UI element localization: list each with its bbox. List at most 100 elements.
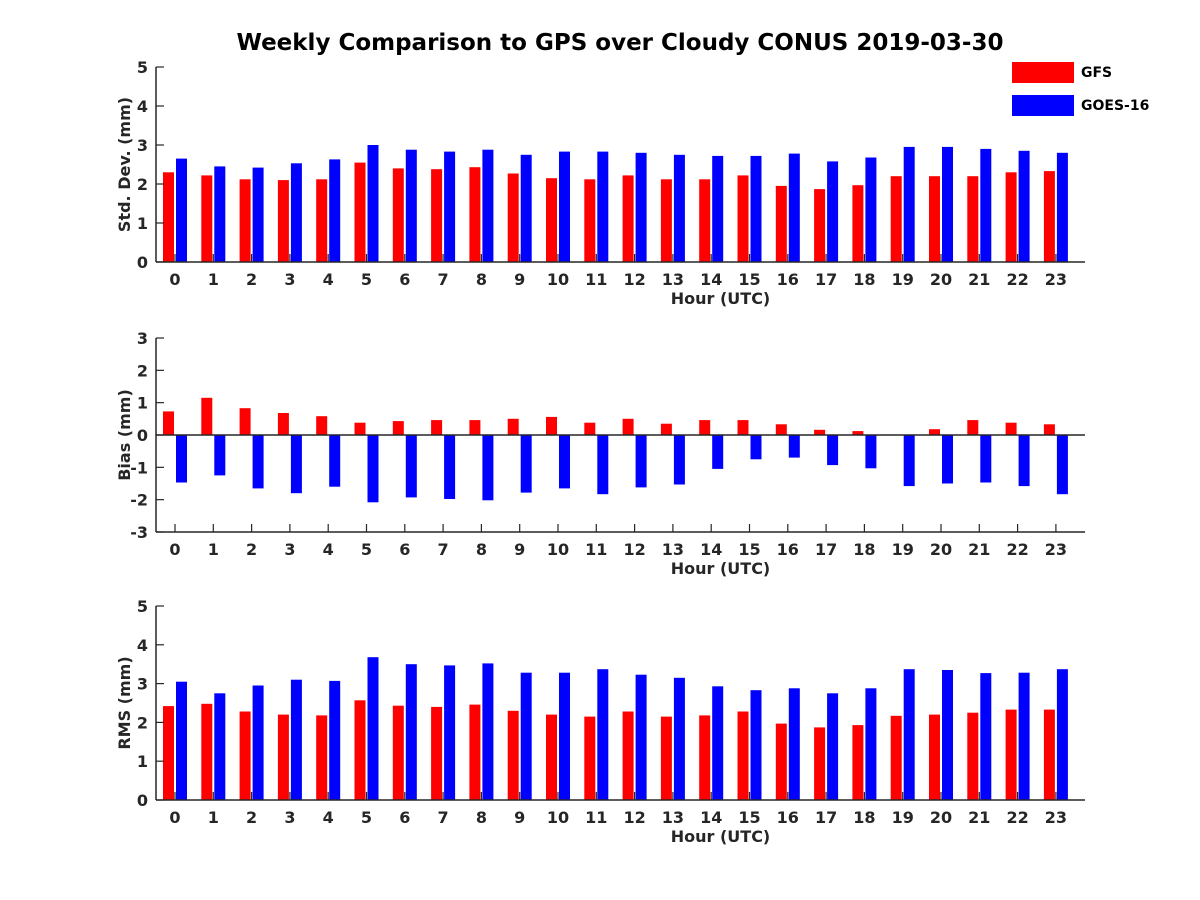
panel1-xtick-label-2: 2 xyxy=(246,270,257,289)
panel2-ytick-label--1: -1 xyxy=(130,458,148,477)
panel1-xtick-label-10: 10 xyxy=(547,270,569,289)
panel3-bar-gfs-3 xyxy=(277,714,289,800)
panel2-bar-goes16-8 xyxy=(482,435,494,501)
panel2-xtick-label-22: 22 xyxy=(1006,540,1028,559)
panel2-bar-gfs-0 xyxy=(163,411,174,435)
panel2-bar-goes16-4 xyxy=(329,435,341,487)
panel1-ytick-label-0: 0 xyxy=(137,253,148,272)
panel1-bar-gfs-9 xyxy=(507,173,519,262)
panel1-bar-goes16-12 xyxy=(635,152,647,262)
panel3-bar-gfs-19 xyxy=(890,715,902,800)
panel2-bar-goes16-23 xyxy=(1056,435,1068,495)
panel3-xtick-label-19: 19 xyxy=(892,808,914,827)
panel3-ylabel: RMS (mm) xyxy=(115,656,134,749)
panel2-bar-goes16-21 xyxy=(980,435,992,483)
legend-swatch-goes16 xyxy=(1012,95,1074,116)
panel1-xtick-label-13: 13 xyxy=(662,270,684,289)
panel2-bar-goes16-9 xyxy=(520,435,532,493)
panel3-bar-goes16-4 xyxy=(329,680,341,800)
panel3-bar-goes16-8 xyxy=(482,663,494,800)
panel3-bar-goes16-16 xyxy=(788,688,800,800)
panel3-bar-gfs-8 xyxy=(469,704,481,800)
panel2-bar-gfs-18 xyxy=(852,431,864,435)
panel3-ytick-label-0: 0 xyxy=(137,791,148,810)
panel3-bar-gfs-0 xyxy=(163,706,174,800)
panel2-bar-goes16-12 xyxy=(635,435,647,488)
panel2-bar-gfs-16 xyxy=(775,424,787,435)
panel2-xlabel: Hour (UTC) xyxy=(671,559,771,578)
panel1-xtick-label-19: 19 xyxy=(892,270,914,289)
panel1-bar-goes16-16 xyxy=(788,153,800,262)
panel3-bar-goes16-7 xyxy=(444,665,456,800)
panel3-bar-gfs-11 xyxy=(584,716,596,800)
panel3-xtick-label-23: 23 xyxy=(1045,808,1067,827)
panel3-bar-goes16-12 xyxy=(635,674,647,800)
panel2-xtick-label-15: 15 xyxy=(738,540,760,559)
panel3-bar-goes16-11 xyxy=(597,669,609,800)
panel1-bar-gfs-1 xyxy=(201,175,213,262)
panel2-bar-goes16-13 xyxy=(673,435,685,485)
panel3-bar-gfs-15 xyxy=(737,711,749,800)
legend-label-gfs: GFS xyxy=(1081,65,1113,81)
panel1-bar-gfs-3 xyxy=(277,180,289,262)
panel3-bar-goes16-14 xyxy=(712,686,724,800)
panel3-xtick-label-12: 12 xyxy=(623,808,645,827)
panel1-xtick-label-12: 12 xyxy=(623,270,645,289)
panel1-bar-goes16-2 xyxy=(252,167,264,262)
panel3-bar-gfs-2 xyxy=(239,711,251,800)
panel1-xtick-label-4: 4 xyxy=(323,270,334,289)
panel1-bar-gfs-6 xyxy=(392,168,404,262)
panel2-bar-gfs-8 xyxy=(469,420,481,435)
panel2-xtick-label-9: 9 xyxy=(514,540,525,559)
panel2-bar-gfs-9 xyxy=(507,418,519,435)
panel2-xtick-label-6: 6 xyxy=(399,540,410,559)
panel2-xtick-label-8: 8 xyxy=(476,540,487,559)
panel1-bar-goes16-7 xyxy=(444,151,456,262)
panel3-xtick-label-10: 10 xyxy=(547,808,569,827)
panel3-xtick-label-5: 5 xyxy=(361,808,372,827)
panel2-ytick-label--2: -2 xyxy=(130,491,148,510)
panel3-bar-goes16-23 xyxy=(1056,669,1068,800)
panel2-xtick-label-11: 11 xyxy=(585,540,607,559)
panel1-bar-goes16-0 xyxy=(176,158,187,262)
panel1-bar-goes16-10 xyxy=(559,151,570,262)
panel2-bar-gfs-5 xyxy=(354,422,366,435)
panel3-xtick-label-20: 20 xyxy=(930,808,952,827)
panel2-xtick-label-23: 23 xyxy=(1045,540,1067,559)
panel2-bar-gfs-2 xyxy=(239,408,251,435)
panel1-bar-goes16-19 xyxy=(903,146,915,262)
panel2-bar-gfs-7 xyxy=(431,420,443,435)
panel1-xtick-label-5: 5 xyxy=(361,270,372,289)
panel2-bar-gfs-4 xyxy=(316,416,328,435)
panel3-bar-gfs-21 xyxy=(967,712,979,800)
panel2-xtick-label-0: 0 xyxy=(169,540,180,559)
panel1-bar-gfs-10 xyxy=(546,178,557,262)
panel3-xtick-label-18: 18 xyxy=(853,808,875,827)
panel3-bar-gfs-4 xyxy=(316,715,328,800)
panel2-xtick-label-19: 19 xyxy=(892,540,914,559)
panel1-xtick-label-9: 9 xyxy=(514,270,525,289)
panel1-bar-gfs-5 xyxy=(354,162,366,262)
panel3-xtick-label-7: 7 xyxy=(438,808,449,827)
panel1-bar-goes16-4 xyxy=(329,159,341,262)
panel1-ytick-label-1: 1 xyxy=(137,214,148,233)
panel3-bar-goes16-18 xyxy=(865,688,877,800)
panel2-ytick-label--3: -3 xyxy=(130,523,148,542)
panel2-bar-goes16-18 xyxy=(865,435,877,469)
panel2-bar-gfs-17 xyxy=(814,429,826,435)
panel3-xtick-label-17: 17 xyxy=(815,808,837,827)
panel1-bar-goes16-1 xyxy=(214,166,226,262)
panel2-bar-goes16-10 xyxy=(559,435,570,489)
panel1-bar-goes16-21 xyxy=(980,148,992,262)
panel1-bar-gfs-4 xyxy=(316,179,328,262)
panel3-bar-goes16-22 xyxy=(1018,672,1030,800)
panel3-bar-goes16-10 xyxy=(559,672,570,800)
panel3-xtick-label-6: 6 xyxy=(399,808,410,827)
panel1-bar-goes16-15 xyxy=(750,155,762,262)
panel3-ytick-label-4: 4 xyxy=(137,636,148,655)
panel1-bar-goes16-13 xyxy=(673,154,685,263)
panel2-ytick-label-0: 0 xyxy=(137,426,148,445)
panel3-xlabel: Hour (UTC) xyxy=(671,827,771,846)
panel2-xtick-label-5: 5 xyxy=(361,540,372,559)
